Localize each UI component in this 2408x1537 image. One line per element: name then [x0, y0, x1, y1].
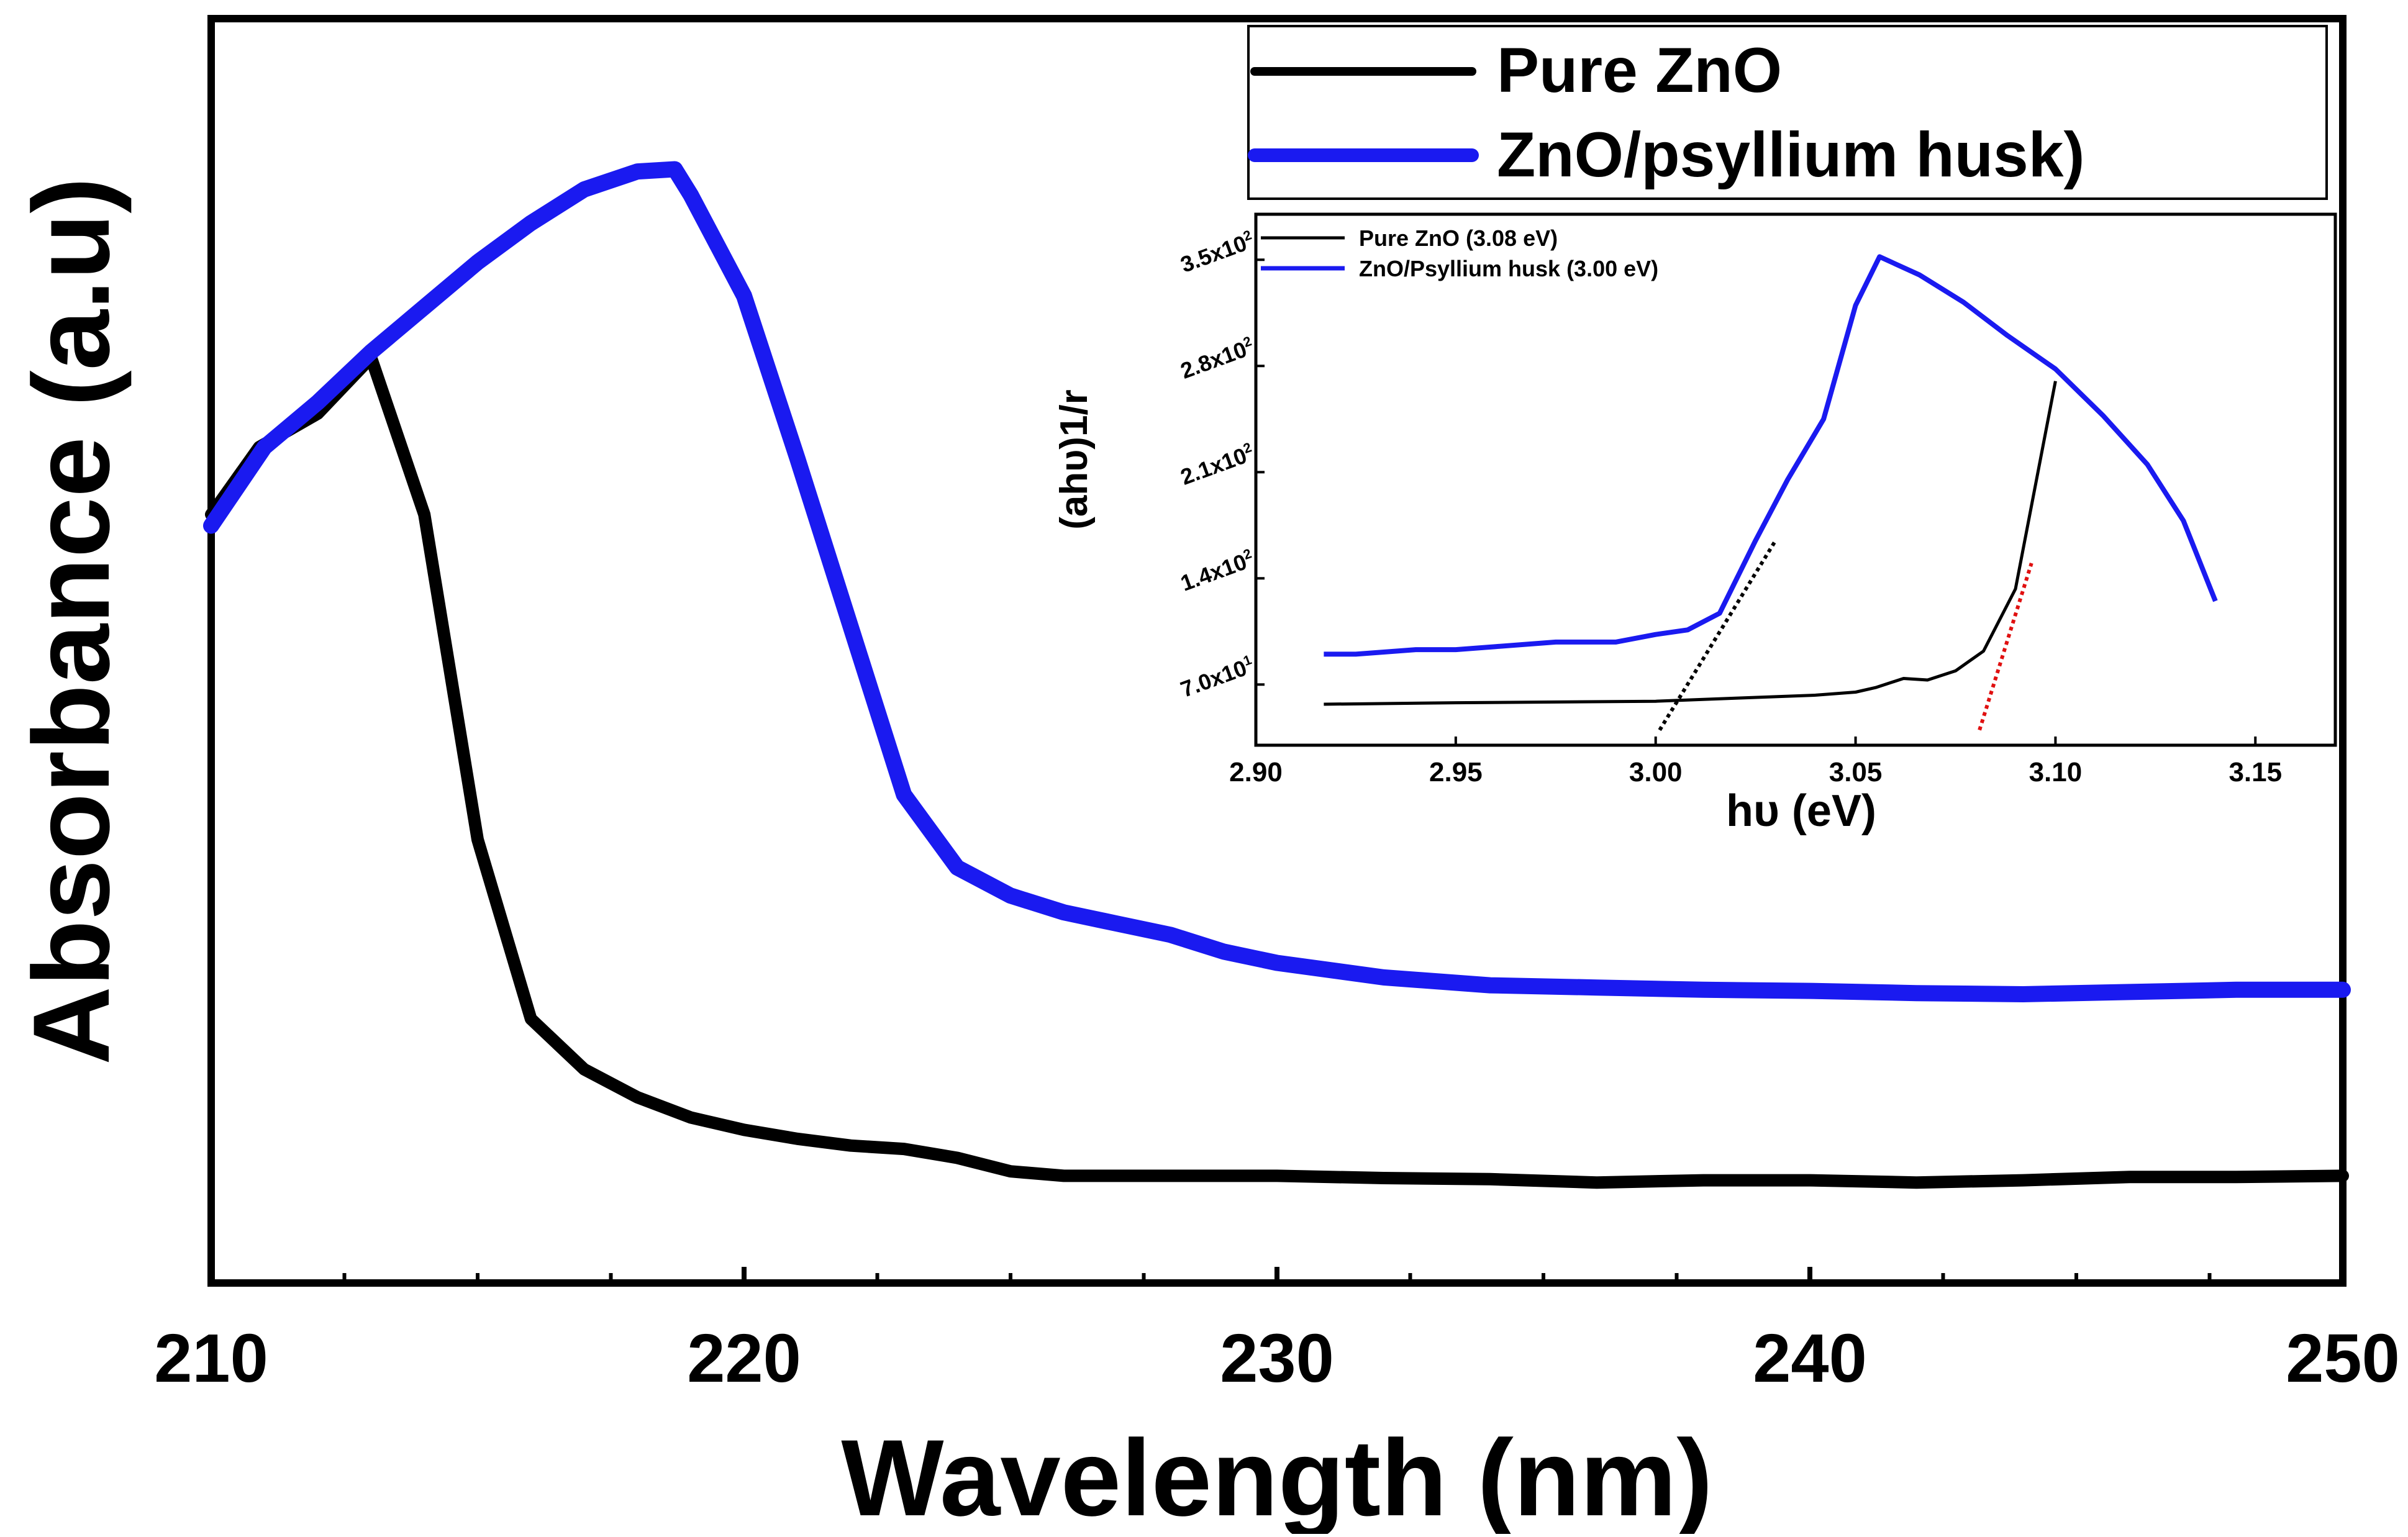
main-series-group: [203, 161, 2351, 1189]
main-legend-box: [1247, 25, 2328, 200]
inset-legend-label-pure-zno: Pure ZnO (3.08 eV): [1359, 225, 1558, 251]
inset-series-group: [1324, 254, 2218, 732]
inset-x-axis-label: hυ (eV): [1726, 786, 1876, 836]
inset-chart: 2.90 2.95 3.00 3.05 3.10 3.157.0x1011.4x1022.…: [1053, 212, 2337, 836]
inset-x-tick-label: 3.00: [1629, 757, 1683, 787]
inset-x-tick-label: 3.05: [1829, 757, 1883, 787]
main-x-tick-label: 250: [2286, 1320, 2400, 1397]
main-x-ticks: 210 220 230 240 250: [154, 1267, 2400, 1397]
inset-x-tick-label: 2.90: [1229, 757, 1283, 787]
main-legend: Pure ZnO ZnO/psyllium husk): [1247, 25, 2328, 200]
inset-legend-label-zno-psyllium: ZnO/Psyllium husk (3.00 eV): [1359, 256, 1658, 281]
inset-plot-frame: [1254, 212, 2337, 747]
inset-background: [1211, 214, 2335, 748]
inset-series-pure-zno: [1324, 381, 2057, 706]
main-x-tick-label: 220: [687, 1320, 801, 1397]
main-y-axis-label: Absorbance (a.u): [11, 177, 132, 1064]
main-x-tick-label: 240: [1753, 1320, 1867, 1397]
main-x-tick-label: 230: [1220, 1320, 1334, 1397]
inset-series-zno-psyllium: [1324, 254, 2218, 657]
main-x-axis-label: Wavelength (nm): [841, 1418, 1712, 1534]
inset-x-tick-label: 3.15: [2229, 757, 2282, 787]
inset-y-axis-label: (ahυ)1/r: [1053, 389, 1096, 530]
main-series-zno-psyllium: [203, 161, 2351, 1002]
inset-x-tick-label: 3.10: [2029, 757, 2083, 787]
legend-label-zno-psyllium: ZnO/psyllium husk): [1497, 119, 2084, 190]
legend-label-pure-zno: Pure ZnO: [1497, 35, 1782, 106]
main-series-pure-zno: [205, 351, 2349, 1189]
main-x-tick-label: 210: [154, 1320, 268, 1397]
inset-x-tick-label: 2.95: [1429, 757, 1483, 787]
